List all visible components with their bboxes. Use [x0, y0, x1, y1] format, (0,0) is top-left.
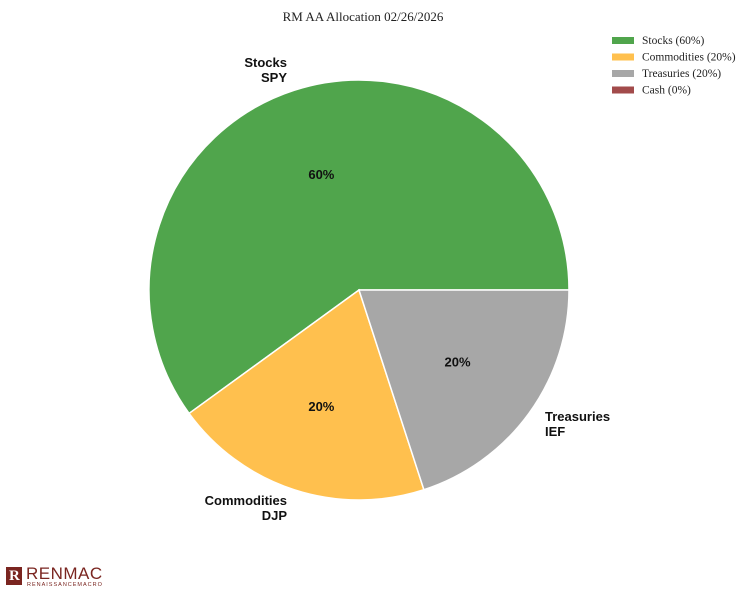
legend-swatch-treasuries	[612, 70, 634, 77]
category-label-commodities: Commodities	[205, 493, 287, 508]
legend-swatch-stocks	[612, 37, 634, 44]
category-label-treasuries: Treasuries	[545, 409, 610, 424]
legend-label-treasuries: Treasuries (20%)	[642, 68, 721, 80]
logo-subtitle: RENAISSANCEMACRO	[27, 582, 103, 588]
ticker-label-commodities: DJP	[262, 508, 288, 523]
renmac-logo: RENMAC RENAISSANCEMACRO	[6, 564, 116, 590]
legend: Stocks (60%) Commodities (20%) Treasuries …	[612, 35, 736, 97]
pct-label-commodities: 20%	[308, 399, 334, 414]
category-label-stocks: Stocks	[244, 55, 287, 70]
pct-label-stocks: 60%	[308, 167, 334, 182]
chart-title: RM AA Allocation 02/26/2026	[283, 9, 444, 24]
renmac-logo-mark	[6, 567, 22, 585]
slice-commodities	[188, 288, 425, 501]
pie-slices	[148, 79, 570, 501]
ticker-label-treasuries: IEF	[545, 424, 565, 439]
legend-label-cash: Cash (0%)	[642, 85, 691, 97]
legend-label-stocks: Stocks (60%)	[642, 35, 704, 47]
slice-stocks	[148, 79, 570, 415]
legend-swatch-cash	[612, 86, 634, 94]
legend-label-commodities: Commodities (20%)	[642, 52, 736, 64]
logo-name: RENMAC	[26, 564, 103, 583]
slice-treasuries	[357, 289, 570, 491]
legend-swatch-commodities	[612, 53, 634, 61]
pct-label-treasuries: 20%	[445, 355, 471, 370]
ticker-label-stocks: SPY	[261, 70, 287, 85]
